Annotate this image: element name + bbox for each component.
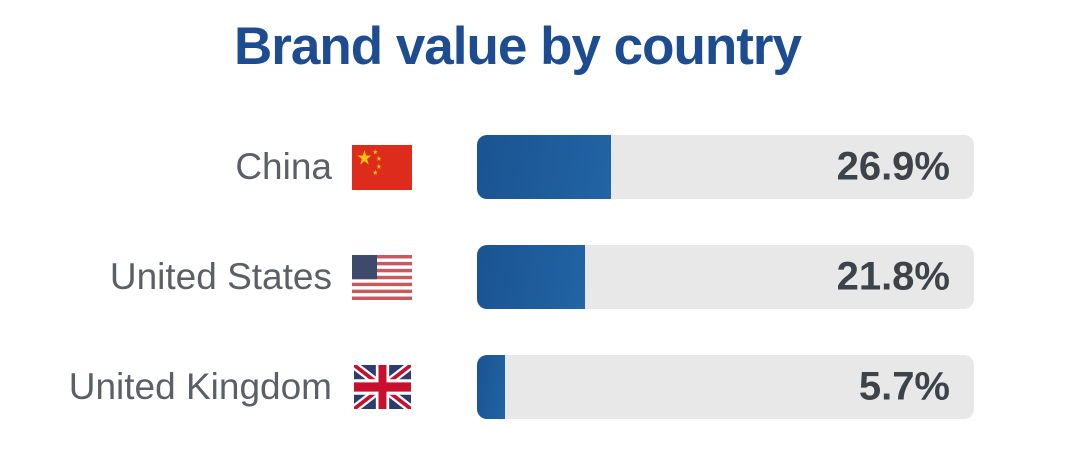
bar-row-china: China ★ ★ ★ ★ ★ 26.9% bbox=[60, 135, 975, 199]
country-label-united-kingdom: United Kingdom bbox=[68, 366, 332, 408]
bar-fill-united-kingdom bbox=[477, 355, 506, 419]
svg-text:★: ★ bbox=[372, 148, 378, 156]
country-label-china: China bbox=[235, 146, 332, 188]
value-label-united-states: 21.8% bbox=[836, 254, 950, 299]
bar-row-united-kingdom: United Kingdom 5.7% bbox=[60, 355, 975, 419]
bar-track-united-states: 21.8% bbox=[477, 245, 974, 309]
chart-content: Brand value by country China ★ ★ ★ ★ ★ bbox=[60, 0, 975, 419]
bar-rows: China ★ ★ ★ ★ ★ 26.9% bbox=[60, 135, 975, 419]
bar-track-united-kingdom: 5.7% bbox=[477, 355, 974, 419]
value-label-united-kingdom: 5.7% bbox=[858, 364, 950, 409]
svg-text:★: ★ bbox=[372, 168, 378, 176]
us-flag-icon bbox=[352, 254, 412, 300]
svg-text:★: ★ bbox=[376, 162, 382, 170]
china-flag-icon: ★ ★ ★ ★ ★ bbox=[352, 144, 412, 190]
svg-text:★: ★ bbox=[356, 145, 372, 169]
chart-title: Brand value by country bbox=[233, 17, 802, 76]
bar-fill-china bbox=[477, 135, 611, 199]
bar-track-china: 26.9% bbox=[477, 135, 974, 199]
bar-row-united-states: United States bbox=[60, 245, 975, 309]
svg-text:★: ★ bbox=[376, 154, 382, 162]
bar-fill-united-states bbox=[477, 245, 586, 309]
uk-flag-icon bbox=[352, 365, 412, 410]
country-label-united-states: United States bbox=[109, 256, 332, 298]
value-label-china: 26.9% bbox=[836, 144, 950, 189]
